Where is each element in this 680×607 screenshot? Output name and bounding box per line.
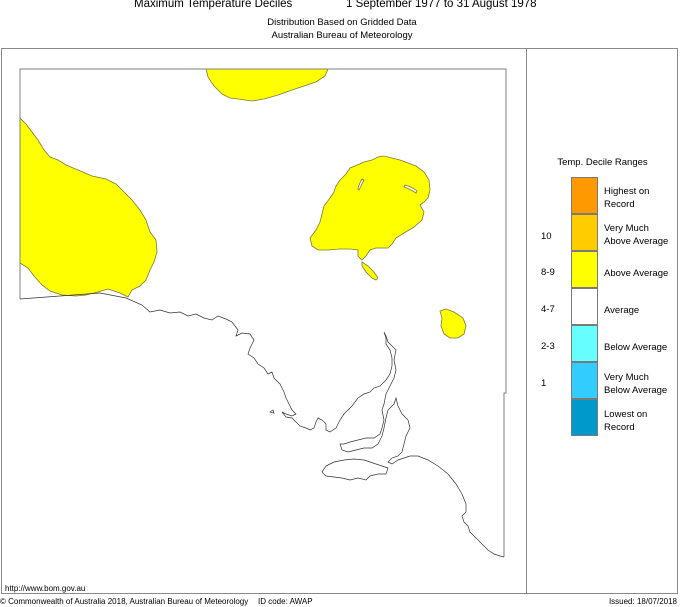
legend-label-very-much-below: Very Much Below Average xyxy=(604,372,668,396)
map-frame xyxy=(1,48,678,594)
legend-panel: Temp. Decile Ranges Highest on Record 10 … xyxy=(527,48,678,594)
chart-title-row: Maximum Temperature Deciles 1 September … xyxy=(0,0,680,14)
kangaroo-island xyxy=(321,458,389,481)
swatch-very-much-above xyxy=(571,214,598,251)
legend-range-4-7: 4-7 xyxy=(541,304,555,315)
issued-date-text: Issued: 18/07/2018 xyxy=(608,597,677,606)
swatch-average xyxy=(571,288,598,325)
legend-label-lowest: Lowest on Record xyxy=(604,409,648,433)
coastline xyxy=(19,292,505,558)
legend-label-average: Average xyxy=(604,305,640,316)
legend-label-above-average: Above Average xyxy=(604,268,669,279)
swatch-very-much-below xyxy=(571,362,598,399)
region-island-east xyxy=(439,308,467,339)
bom-url-link[interactable]: http://www.bom.gov.au xyxy=(5,584,86,593)
region-north xyxy=(205,68,329,102)
copyright-text: © Commonwealth of Australia 2018, Austra… xyxy=(0,597,249,606)
swatch-below-average xyxy=(571,325,598,362)
legend-range-10: 10 xyxy=(541,231,552,242)
map-title: Maximum Temperature Deciles xyxy=(134,0,293,10)
legend-range-1: 1 xyxy=(541,378,547,389)
minor-island xyxy=(269,409,275,414)
region-central-east xyxy=(309,155,431,261)
swatch-highest-on-record xyxy=(571,177,598,214)
id-code-text: ID code: AWAP xyxy=(258,597,313,606)
swatch-lowest-on-record xyxy=(571,399,598,436)
legend-range-2-3: 2-3 xyxy=(541,341,555,352)
legend-label-highest: Highest on Record xyxy=(604,186,650,210)
above-average-regions xyxy=(19,68,467,339)
region-small-east xyxy=(361,261,379,281)
legend-divider xyxy=(526,48,527,594)
swatch-above-average xyxy=(571,251,598,288)
map-subtitle-distribution: Distribution Based on Gridded Data xyxy=(267,17,417,28)
legend-label-very-much-above: Very Much Above Average xyxy=(604,223,669,247)
region-west xyxy=(19,117,158,298)
map-period: 1 September 1977 to 31 August 1978 xyxy=(346,0,537,10)
legend-title: Temp. Decile Ranges xyxy=(557,157,648,168)
legend-label-below-average: Below Average xyxy=(604,342,668,353)
legend-range-8-9: 8-9 xyxy=(541,267,555,278)
state-border xyxy=(19,68,507,557)
map-subtitle-agency: Australian Bureau of Meteorology xyxy=(271,30,413,41)
